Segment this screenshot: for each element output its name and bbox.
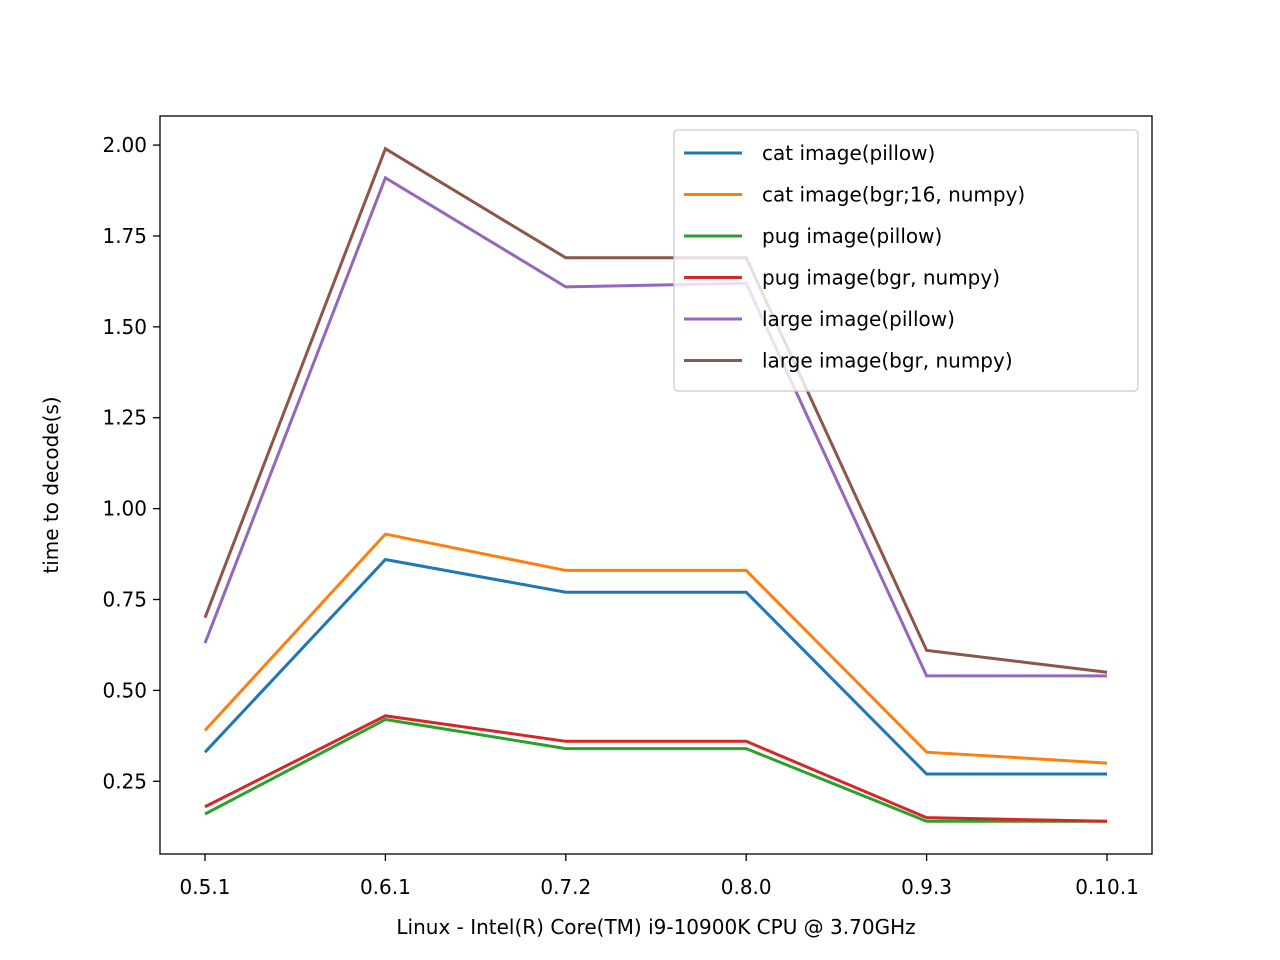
x-tick-label: 0.8.0 [721, 875, 772, 899]
y-tick-label: 2.00 [102, 133, 147, 157]
y-tick-label: 1.75 [102, 224, 147, 248]
x-tick-label: 0.10.1 [1075, 875, 1139, 899]
y-axis-label: time to decode(s) [39, 396, 63, 573]
series-line-2 [204, 717, 1107, 823]
y-tick-label: 1.00 [102, 497, 147, 521]
x-tick-label: 0.7.2 [540, 875, 591, 899]
y-tick-label: 0.25 [102, 769, 147, 793]
series-line-0 [203, 557, 1107, 776]
plot-lines [203, 146, 1108, 823]
y-tick-label: 1.50 [102, 315, 147, 339]
series-line-5 [203, 146, 1108, 674]
legend-label: large image(bgr, numpy) [762, 349, 1013, 373]
y-axis: 0.25 0.50 0.75 1.00 1.25 1.50 1.75 2.00 [102, 133, 160, 793]
series-line-3 [204, 714, 1108, 823]
legend-label: cat image(pillow) [762, 141, 935, 165]
y-tick-label: 0.50 [102, 678, 147, 702]
y-tick-label: 0.75 [102, 588, 147, 612]
x-tick-label: 0.5.1 [180, 875, 231, 899]
y-tick-label: 1.25 [102, 406, 147, 430]
x-axis-label: Linux - Intel(R) Core(TM) i9-10900K CPU … [396, 915, 915, 939]
legend: cat image(pillow) cat image(bgr;16, numpy… [673, 129, 1139, 392]
x-axis: 0.5.1 0.6.1 0.7.2 0.8.0 0.9.3 0.10.1 [180, 854, 1139, 899]
plot-frame [159, 115, 1153, 855]
legend-label: large image(pillow) [762, 307, 955, 331]
legend-label: cat image(bgr;16, numpy) [762, 183, 1025, 207]
series-line-4 [203, 175, 1107, 678]
legend-box [673, 129, 1139, 392]
legend-label: pug image(pillow) [762, 224, 942, 248]
x-tick-label: 0.9.3 [901, 875, 952, 899]
legend-label: pug image(bgr, numpy) [762, 266, 1000, 290]
series-line-1 [203, 532, 1108, 765]
x-tick-label: 0.6.1 [360, 875, 411, 899]
